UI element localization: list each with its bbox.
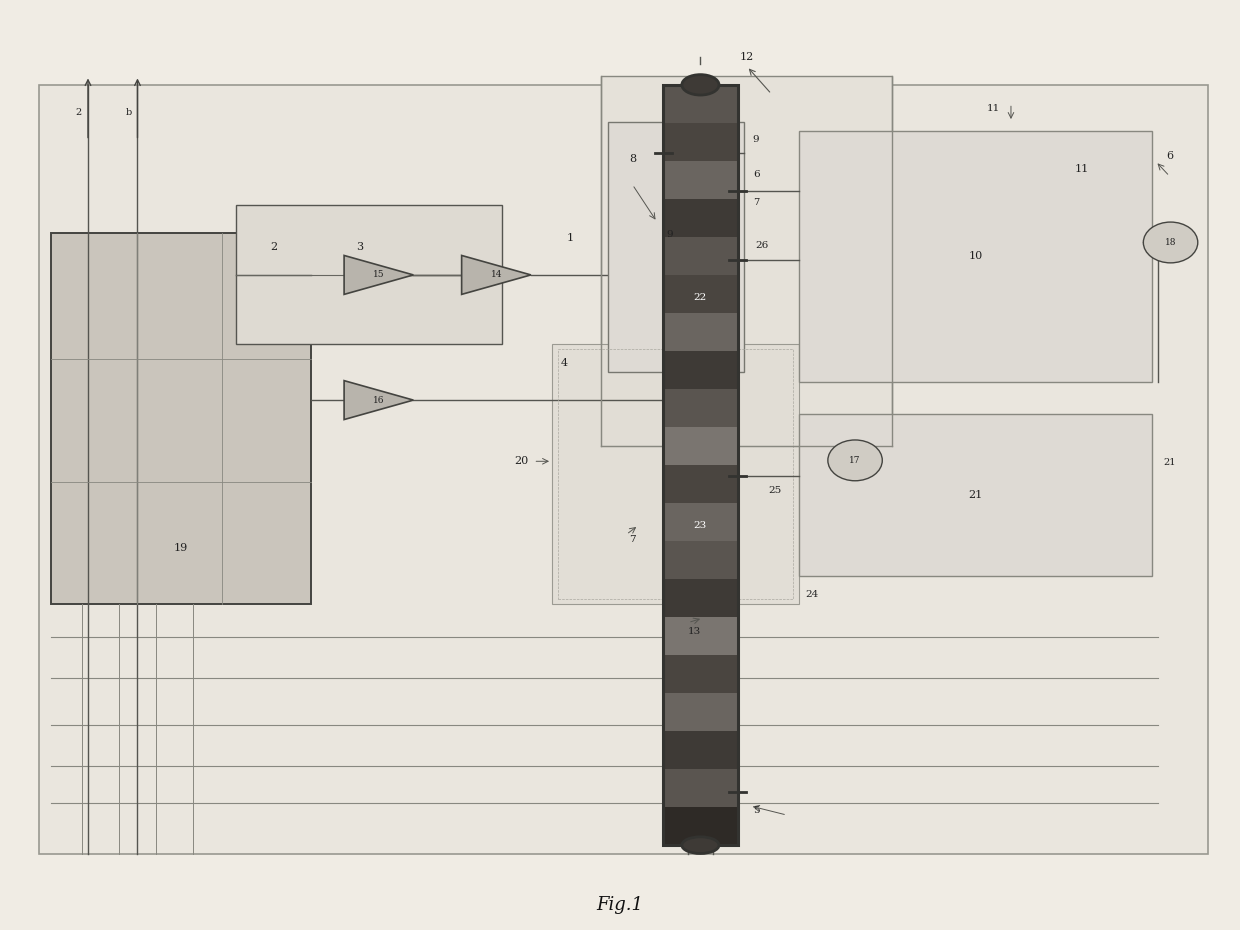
Text: 2: 2 (74, 108, 82, 117)
Text: 12: 12 (740, 52, 754, 62)
Text: 9: 9 (753, 135, 759, 144)
Bar (663, 312, 738, 351)
Bar (663, 161, 738, 199)
Bar (663, 579, 738, 618)
Text: 20: 20 (513, 457, 528, 466)
Bar (663, 123, 738, 161)
Bar (663, 85, 738, 845)
Bar (552, 344, 800, 604)
Bar (663, 237, 738, 275)
Bar (663, 427, 738, 465)
Polygon shape (343, 256, 413, 295)
Bar (663, 503, 738, 541)
Text: 7: 7 (629, 535, 636, 544)
Bar (558, 349, 794, 600)
Text: 21: 21 (968, 490, 983, 500)
Bar (663, 85, 738, 123)
Text: b: b (125, 108, 131, 117)
Polygon shape (461, 256, 531, 295)
Bar (601, 75, 893, 446)
Text: 15: 15 (373, 271, 384, 279)
Bar (800, 131, 1152, 381)
Text: 26: 26 (755, 241, 769, 250)
Bar (663, 541, 738, 579)
Bar (237, 206, 502, 344)
Text: 1: 1 (567, 232, 574, 243)
Bar (663, 275, 738, 312)
Text: 24: 24 (805, 591, 818, 599)
Text: 6: 6 (1166, 152, 1173, 161)
Text: 19: 19 (174, 543, 188, 553)
Text: 21: 21 (1163, 458, 1176, 467)
Text: 7: 7 (753, 198, 759, 206)
Ellipse shape (682, 74, 719, 95)
Polygon shape (343, 380, 413, 419)
Text: 17: 17 (849, 456, 861, 465)
Text: 3: 3 (357, 242, 363, 252)
Text: 6: 6 (753, 170, 759, 179)
Ellipse shape (682, 837, 719, 854)
Bar (663, 655, 738, 693)
Bar (663, 465, 738, 503)
Text: 5: 5 (753, 806, 759, 815)
Text: Fig.1: Fig.1 (596, 897, 644, 914)
Text: 22: 22 (694, 293, 707, 302)
Bar (800, 414, 1152, 577)
Text: 11: 11 (987, 103, 999, 113)
Text: 10: 10 (968, 251, 983, 261)
Text: 9: 9 (666, 230, 673, 239)
Bar (663, 351, 738, 389)
Bar (663, 199, 738, 237)
Text: 2: 2 (270, 242, 278, 252)
Text: 13: 13 (688, 628, 701, 636)
Bar (663, 618, 738, 655)
Bar (663, 693, 738, 731)
Circle shape (1143, 222, 1198, 263)
Bar (51, 233, 311, 604)
Text: 14: 14 (491, 271, 502, 279)
Text: 23: 23 (694, 522, 707, 530)
Text: 18: 18 (1164, 238, 1177, 247)
Text: 25: 25 (768, 485, 781, 495)
Bar (663, 769, 738, 807)
Bar (663, 807, 738, 845)
Bar (663, 389, 738, 427)
Text: 4: 4 (560, 358, 568, 368)
Circle shape (828, 440, 883, 481)
Text: 16: 16 (373, 395, 384, 405)
Bar (608, 122, 744, 372)
Text: 11: 11 (1074, 164, 1089, 174)
Bar (663, 731, 738, 769)
Text: 8: 8 (629, 154, 636, 165)
Bar (38, 85, 1208, 855)
